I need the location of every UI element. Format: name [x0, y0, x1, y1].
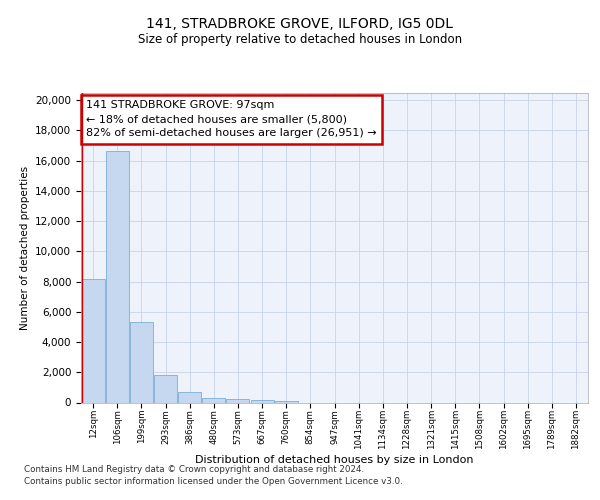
Text: 141, STRADBROKE GROVE, ILFORD, IG5 0DL: 141, STRADBROKE GROVE, ILFORD, IG5 0DL	[146, 18, 454, 32]
Bar	[154, 374, 177, 402]
Bar	[202, 398, 225, 402]
Text: Size of property relative to detached houses in London: Size of property relative to detached ho…	[138, 32, 462, 46]
Text: 141 STRADBROKE GROVE: 97sqm
← 18% of detached houses are smaller (5,800)
82% of : 141 STRADBROKE GROVE: 97sqm ← 18% of det…	[86, 100, 377, 138]
Bar	[178, 392, 201, 402]
Bar	[106, 152, 128, 402]
Bar	[130, 322, 153, 402]
Text: Contains public sector information licensed under the Open Government Licence v3: Contains public sector information licen…	[24, 478, 403, 486]
Bar	[275, 400, 298, 402]
Text: Contains HM Land Registry data © Crown copyright and database right 2024.: Contains HM Land Registry data © Crown c…	[24, 465, 364, 474]
Bar	[82, 278, 104, 402]
Bar	[251, 400, 274, 402]
Bar	[226, 400, 250, 402]
Y-axis label: Number of detached properties: Number of detached properties	[20, 166, 29, 330]
X-axis label: Distribution of detached houses by size in London: Distribution of detached houses by size …	[195, 454, 474, 464]
